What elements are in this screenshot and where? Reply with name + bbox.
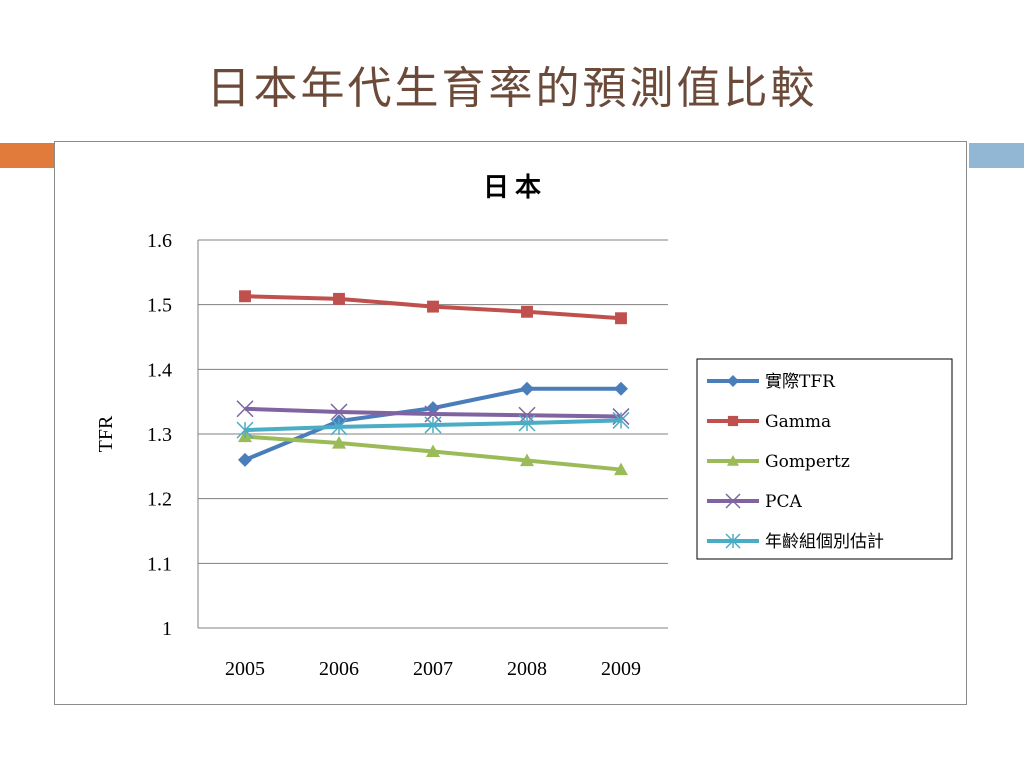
marker-square bbox=[615, 312, 627, 325]
legend-label: Gamma bbox=[765, 412, 831, 432]
slide-title: 日本年代生育率的預測值比較 bbox=[206, 63, 818, 114]
legend-label: 實際TFR bbox=[765, 372, 836, 392]
marker-diamond bbox=[520, 381, 534, 396]
legend-item: Gamma bbox=[707, 412, 831, 432]
marker-star bbox=[330, 418, 348, 436]
marker-star bbox=[424, 416, 442, 434]
legend-label: 年齡組個別估計 bbox=[765, 532, 884, 552]
y-tick-label: 1.6 bbox=[147, 230, 172, 252]
x-tick-label: 2006 bbox=[319, 658, 359, 680]
axes: 1 1.1 1.2 1.3 1.4 1.5 1.6 2005 2006 2007 2008 2009 bbox=[147, 230, 641, 680]
marker-diamond bbox=[238, 452, 252, 467]
legend-item: 年齡組個別估計 bbox=[707, 532, 884, 552]
legend-item: Gompertz bbox=[707, 452, 850, 472]
marker-x bbox=[330, 403, 348, 421]
y-tick-label: 1.3 bbox=[147, 424, 172, 446]
gridlines bbox=[198, 239, 668, 629]
series-1 bbox=[239, 290, 627, 325]
series-layer bbox=[236, 290, 630, 476]
y-tick-label: 1.1 bbox=[147, 553, 172, 575]
x-tick-label: 2008 bbox=[507, 658, 547, 680]
legend-label: PCA bbox=[765, 492, 802, 512]
chart-title: 日本 bbox=[483, 173, 547, 203]
legend-item: 實際TFR bbox=[707, 372, 836, 392]
y-tick-label: 1.2 bbox=[147, 489, 172, 511]
marker-triangle bbox=[727, 455, 739, 466]
marker-x bbox=[236, 400, 254, 418]
y-axis-label: TFR bbox=[95, 415, 117, 452]
series-0 bbox=[238, 381, 628, 467]
x-tick-label: 2005 bbox=[225, 658, 265, 680]
legend-label: Gompertz bbox=[765, 452, 850, 472]
marker-diamond bbox=[426, 401, 440, 416]
marker-diamond bbox=[614, 381, 628, 396]
marker-triangle bbox=[332, 436, 346, 449]
marker-x bbox=[725, 493, 741, 509]
series-2 bbox=[238, 429, 628, 476]
marker-square bbox=[239, 290, 251, 303]
x-tick-label: 2009 bbox=[601, 658, 641, 680]
accent-bar-right bbox=[969, 143, 1024, 168]
marker-square bbox=[521, 305, 533, 318]
marker-diamond bbox=[727, 375, 739, 387]
marker-square bbox=[333, 292, 345, 305]
y-tick-label: 1.4 bbox=[147, 359, 172, 381]
legend-item: PCA bbox=[707, 492, 802, 512]
marker-triangle bbox=[614, 462, 628, 476]
marker-star bbox=[518, 414, 536, 432]
marker-star bbox=[612, 411, 630, 429]
y-tick-label: 1.5 bbox=[147, 295, 172, 317]
marker-square bbox=[427, 300, 439, 313]
marker-triangle bbox=[426, 444, 440, 458]
marker-star bbox=[236, 421, 254, 439]
marker-star bbox=[725, 533, 741, 549]
series-3 bbox=[236, 400, 630, 426]
x-tick-label: 2007 bbox=[413, 658, 453, 680]
marker-triangle bbox=[520, 453, 534, 467]
y-tick-label: 1 bbox=[162, 618, 172, 640]
marker-square bbox=[727, 415, 739, 427]
legend: 實際TFR Gamma Gompertz PCA 年齡組個別估計 bbox=[696, 358, 953, 560]
series-4 bbox=[236, 411, 630, 439]
accent-bar-left bbox=[0, 143, 54, 168]
